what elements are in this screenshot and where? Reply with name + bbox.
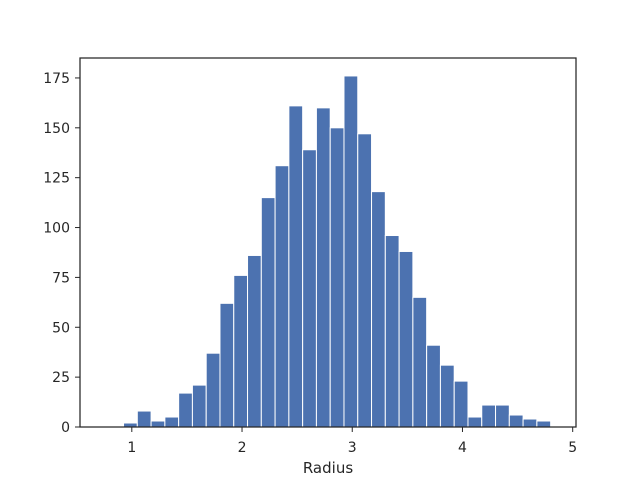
histogram-bar [315, 107, 331, 428]
histogram-bar [343, 75, 359, 428]
histogram-bar [178, 392, 193, 428]
histogram-bar [247, 254, 262, 428]
histogram-bar [329, 127, 345, 428]
histogram-bar [481, 404, 497, 428]
histogram-bar [205, 352, 221, 428]
x-tick-label: 1 [127, 440, 136, 456]
histogram-bar [260, 197, 276, 428]
histogram-bar [302, 149, 317, 428]
histogram-bar [288, 105, 304, 428]
histogram-bar [467, 416, 483, 428]
histogram-bar [495, 404, 510, 428]
y-tick-label: 100 [43, 221, 70, 237]
histogram-bar [233, 274, 249, 428]
histogram-bar [439, 364, 455, 428]
histogram-bar [357, 133, 373, 428]
histogram-bar [398, 250, 414, 428]
histogram-bar [522, 418, 538, 428]
plot-frame [79, 57, 577, 428]
histogram-bar [412, 296, 428, 428]
histogram-bar [274, 165, 290, 428]
histogram-bar [191, 384, 207, 428]
y-tick-label: 125 [43, 171, 70, 187]
y-axis-ticks: 0 25 50 75 100 125 150 175 [43, 71, 80, 436]
histogram-bar [150, 420, 166, 428]
y-tick-label: 175 [43, 71, 70, 87]
y-tick-label: 50 [52, 320, 70, 336]
histogram-bar [164, 416, 180, 428]
x-tick-label: 3 [348, 440, 357, 456]
histogram-bar [371, 191, 386, 428]
histogram-bars [123, 75, 552, 428]
histogram-bar [453, 380, 469, 428]
y-tick-label: 0 [61, 420, 70, 436]
histogram-bar [384, 235, 400, 428]
x-tick-label: 5 [568, 440, 577, 456]
y-tick-label: 150 [43, 121, 70, 137]
histogram-bar [536, 420, 552, 428]
x-axis-label: Radius [303, 459, 353, 477]
histogram-bar [136, 410, 152, 428]
x-tick-label: 2 [238, 440, 247, 456]
x-axis-ticks: 1 2 3 4 5 [127, 427, 577, 456]
histogram-bar [508, 414, 524, 428]
histogram-bar [426, 344, 441, 428]
x-tick-label: 4 [458, 440, 467, 456]
y-tick-label: 25 [52, 370, 70, 386]
y-tick-label: 75 [52, 270, 70, 286]
histogram-bar [219, 302, 235, 428]
